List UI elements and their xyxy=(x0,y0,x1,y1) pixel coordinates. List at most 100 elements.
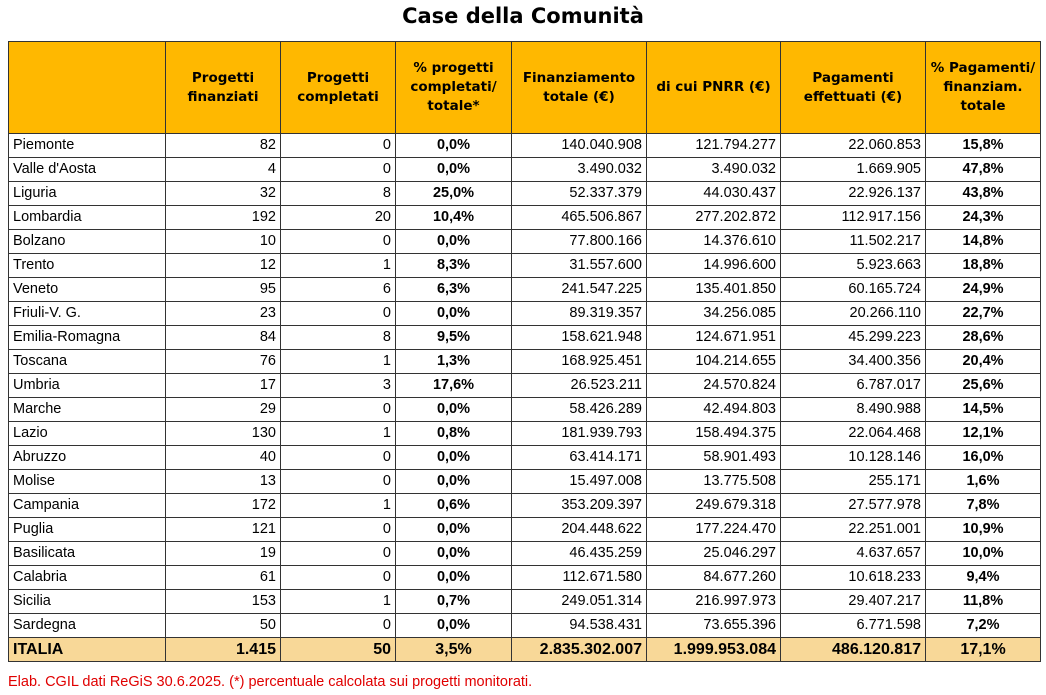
cell-pagamenti: 4.637.657 xyxy=(780,541,926,566)
cell-progetti-finanziati: 153 xyxy=(165,589,281,614)
cell-pct-pagamenti: 18,8% xyxy=(925,253,1041,278)
cell-pagamenti: 22.251.001 xyxy=(780,517,926,542)
cell-finanziamento-totale: 89.319.357 xyxy=(511,301,647,326)
cell-pct-pagamenti: 11,8% xyxy=(925,589,1041,614)
header-row: Progetti finanziati Progetti completati … xyxy=(8,41,1041,134)
cell-region: Campania xyxy=(8,493,166,518)
data-table: Progetti finanziati Progetti completati … xyxy=(8,41,1041,662)
table-row: Lombardia 192 20 10,4% 465.506.867 277.202.87… xyxy=(8,205,1041,230)
cell-region: Bolzano xyxy=(8,229,166,254)
cell-pagamenti: 5.923.663 xyxy=(780,253,926,278)
cell-region: Piemonte xyxy=(8,133,166,158)
cell-pnrr: 34.256.085 xyxy=(646,301,781,326)
cell-finanziamento-totale: 52.337.379 xyxy=(511,181,647,206)
cell-progetti-finanziati: 95 xyxy=(165,277,281,302)
cell-region: Veneto xyxy=(8,277,166,302)
cell-pct-completati: 8,3% xyxy=(395,253,512,278)
cell-pnrr: 1.999.953.084 xyxy=(646,637,781,662)
cell-pagamenti: 27.577.978 xyxy=(780,493,926,518)
table-row: Marche 29 0 0,0% 58.426.289 42.494.803 8.490.9… xyxy=(8,397,1041,422)
cell-region: Sardegna xyxy=(8,613,166,638)
header-progetti-finanziati: Progetti finanziati xyxy=(165,41,281,134)
cell-pct-completati: 0,0% xyxy=(395,541,512,566)
cell-progetti-completati: 8 xyxy=(280,325,396,350)
cell-pct-completati: 0,0% xyxy=(395,469,512,494)
cell-pct-pagamenti: 9,4% xyxy=(925,565,1041,590)
cell-pct-completati: 17,6% xyxy=(395,373,512,398)
cell-pnrr: 104.214.655 xyxy=(646,349,781,374)
cell-pct-pagamenti: 22,7% xyxy=(925,301,1041,326)
cell-region: Molise xyxy=(8,469,166,494)
table-row: Lazio 130 1 0,8% 181.939.793 158.494.375 22.06… xyxy=(8,421,1041,446)
table-row: Toscana 76 1 1,3% 168.925.451 104.214.655 34.4… xyxy=(8,349,1041,374)
cell-pnrr: 84.677.260 xyxy=(646,565,781,590)
header-pagamenti: Pagamenti effettuati (€) xyxy=(780,41,926,134)
cell-pagamenti: 8.490.988 xyxy=(780,397,926,422)
cell-region: Friuli-V. G. xyxy=(8,301,166,326)
cell-pnrr: 124.671.951 xyxy=(646,325,781,350)
cell-pnrr: 42.494.803 xyxy=(646,397,781,422)
cell-progetti-completati: 1 xyxy=(280,349,396,374)
header-pct-completati: % progetti completati/ totale* xyxy=(395,41,512,134)
cell-pnrr: 277.202.872 xyxy=(646,205,781,230)
cell-pct-completati: 0,0% xyxy=(395,445,512,470)
cell-region: Liguria xyxy=(8,181,166,206)
cell-finanziamento-totale: 181.939.793 xyxy=(511,421,647,446)
cell-progetti-finanziati: 13 xyxy=(165,469,281,494)
cell-finanziamento-totale: 140.040.908 xyxy=(511,133,647,158)
cell-progetti-completati: 8 xyxy=(280,181,396,206)
table-row: Friuli-V. G. 23 0 0,0% 89.319.357 34.256.085 2… xyxy=(8,301,1041,326)
cell-progetti-completati: 1 xyxy=(280,589,396,614)
table-row: Bolzano 10 0 0,0% 77.800.166 14.376.610 11.502… xyxy=(8,229,1041,254)
cell-pagamenti: 486.120.817 xyxy=(780,637,926,662)
cell-pct-pagamenti: 24,3% xyxy=(925,205,1041,230)
cell-finanziamento-totale: 94.538.431 xyxy=(511,613,647,638)
table-row: Liguria 32 8 25,0% 52.337.379 44.030.437 22.92… xyxy=(8,181,1041,206)
cell-pct-pagamenti: 17,1% xyxy=(925,637,1041,662)
cell-pct-completati: 0,0% xyxy=(395,157,512,182)
cell-progetti-completati: 0 xyxy=(280,517,396,542)
table-row: Campania 172 1 0,6% 353.209.397 249.679.318 27… xyxy=(8,493,1041,518)
cell-pnrr: 44.030.437 xyxy=(646,181,781,206)
cell-pct-pagamenti: 24,9% xyxy=(925,277,1041,302)
cell-pct-completati: 1,3% xyxy=(395,349,512,374)
total-row: ITALIA 1.415 50 3,5% 2.835.302.007 1.999.953.… xyxy=(8,637,1041,662)
cell-progetti-completati: 0 xyxy=(280,613,396,638)
table-row: Trento 12 1 8,3% 31.557.600 14.996.600 5.923.6… xyxy=(8,253,1041,278)
cell-progetti-finanziati: 19 xyxy=(165,541,281,566)
cell-progetti-completati: 0 xyxy=(280,541,396,566)
cell-region: Lombardia xyxy=(8,205,166,230)
cell-pct-pagamenti: 16,0% xyxy=(925,445,1041,470)
cell-progetti-finanziati: 61 xyxy=(165,565,281,590)
cell-progetti-finanziati: 130 xyxy=(165,421,281,446)
cell-progetti-finanziati: 40 xyxy=(165,445,281,470)
cell-pct-completati: 6,3% xyxy=(395,277,512,302)
cell-pagamenti: 6.787.017 xyxy=(780,373,926,398)
cell-progetti-completati: 0 xyxy=(280,301,396,326)
header-pct-pagamenti: % Pagamenti/ finanziam. totale xyxy=(925,41,1041,134)
cell-progetti-finanziati: 121 xyxy=(165,517,281,542)
cell-pct-pagamenti: 1,6% xyxy=(925,469,1041,494)
cell-pct-pagamenti: 7,8% xyxy=(925,493,1041,518)
header-finanziamento-totale: Finanziamento totale (€) xyxy=(511,41,647,134)
footnote: Elab. CGIL dati ReGiS 30.6.2025. (*) per… xyxy=(8,674,533,690)
header-progetti-completati: Progetti completati xyxy=(280,41,396,134)
cell-pagamenti: 22.926.137 xyxy=(780,181,926,206)
cell-finanziamento-totale: 2.835.302.007 xyxy=(511,637,647,662)
cell-pct-pagamenti: 20,4% xyxy=(925,349,1041,374)
cell-finanziamento-totale: 3.490.032 xyxy=(511,157,647,182)
cell-pnrr: 13.775.508 xyxy=(646,469,781,494)
cell-region: Puglia xyxy=(8,517,166,542)
cell-finanziamento-totale: 158.621.948 xyxy=(511,325,647,350)
cell-region: Lazio xyxy=(8,421,166,446)
cell-pnrr: 14.376.610 xyxy=(646,229,781,254)
table-row: Sicilia 153 1 0,7% 249.051.314 216.997.973 29.… xyxy=(8,589,1041,614)
cell-pct-pagamenti: 25,6% xyxy=(925,373,1041,398)
cell-pct-pagamenti: 7,2% xyxy=(925,613,1041,638)
cell-pct-pagamenti: 12,1% xyxy=(925,421,1041,446)
cell-region: Marche xyxy=(8,397,166,422)
cell-pnrr: 135.401.850 xyxy=(646,277,781,302)
cell-progetti-completati: 0 xyxy=(280,469,396,494)
cell-progetti-completati: 50 xyxy=(280,637,396,662)
cell-pct-pagamenti: 28,6% xyxy=(925,325,1041,350)
